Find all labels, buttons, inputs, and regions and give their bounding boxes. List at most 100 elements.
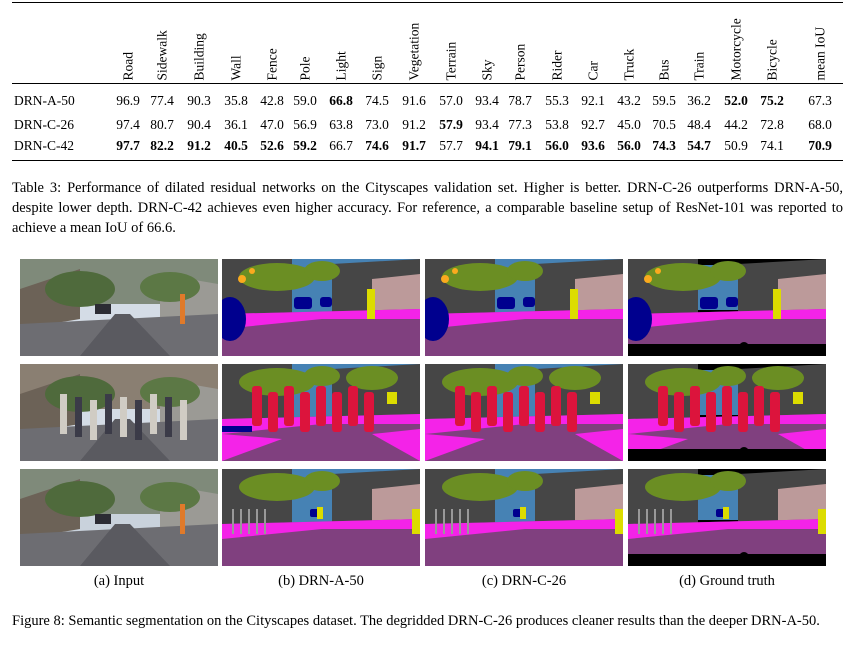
subcaption-ground-truth: (d) Ground truth xyxy=(679,573,775,589)
column-header: Road xyxy=(117,0,139,81)
column-header-label: Person xyxy=(512,43,528,80)
table-cell: 72.8 xyxy=(760,117,784,132)
table-cell: 96.9 xyxy=(116,93,140,108)
column-header-label: Sky xyxy=(479,58,495,80)
column-header: Bus xyxy=(653,0,675,80)
table-cell: 91.6 xyxy=(402,93,426,108)
column-header: Building xyxy=(188,0,210,80)
table-cell: 52.6 xyxy=(260,138,284,153)
table-cell: 36.1 xyxy=(224,117,248,132)
column-header-label: Fence xyxy=(264,47,280,80)
row-label: DRN-A-50 xyxy=(14,93,75,108)
table-cell: 56.9 xyxy=(293,117,317,132)
table-cell: 57.0 xyxy=(439,93,463,108)
drn-c-26-result-graphic xyxy=(425,469,623,566)
table-cell: 59.0 xyxy=(293,93,317,108)
ground-truth-image-graphic xyxy=(628,364,826,461)
table-cell: 35.8 xyxy=(224,93,248,108)
table-cell: 53.8 xyxy=(545,117,569,132)
column-header-label: Light xyxy=(333,50,349,80)
row-label: DRN-C-26 xyxy=(14,117,74,132)
ground-truth-image-graphic xyxy=(628,259,826,356)
column-header: Terrain xyxy=(440,0,462,80)
table-cell: 59.5 xyxy=(652,93,676,108)
column-header-label: Building xyxy=(191,32,207,80)
table-cell: 97.4 xyxy=(116,117,140,132)
table-cell: 75.2 xyxy=(760,93,784,108)
table-cell: 40.5 xyxy=(224,138,248,153)
drn-a-50-result xyxy=(222,469,420,566)
drn-a-50-result xyxy=(222,259,420,356)
table-caption: Table 3: Performance of dilated residual… xyxy=(12,180,843,236)
ground-truth-image xyxy=(628,469,826,566)
subcaption-input: (a) Input xyxy=(93,573,145,589)
drn-a-50-result xyxy=(222,364,420,461)
table-cell: 78.7 xyxy=(508,93,532,108)
column-header-label: Rider xyxy=(549,50,565,80)
table-cell: 70.5 xyxy=(652,117,676,132)
column-header: Truck xyxy=(618,0,640,80)
table-mid-rule xyxy=(12,83,843,84)
table-cell: 93.4 xyxy=(475,117,499,132)
table-cell: 93.4 xyxy=(475,93,499,108)
subcaption-drn-a-50: (b) DRN-A-50 xyxy=(278,573,364,589)
table-cell: 63.8 xyxy=(329,117,353,132)
drn-a-50-result-graphic xyxy=(222,469,420,566)
table-cell: 50.9 xyxy=(724,138,748,153)
table-cell: 52.0 xyxy=(724,93,748,108)
figure-caption: Figure 8: Semantic segmentation on the C… xyxy=(12,613,820,629)
input-image-graphic xyxy=(20,259,218,356)
column-header-label: Pole xyxy=(297,55,313,80)
column-header-label: Sidewalk xyxy=(154,29,170,80)
table-cell: 66.7 xyxy=(329,138,353,153)
table-cell: 43.2 xyxy=(617,93,641,108)
table-cell: 79.1 xyxy=(508,138,532,153)
table-bottom-rule xyxy=(12,160,843,161)
table-cell: 77.3 xyxy=(508,117,532,132)
column-header-label: Bus xyxy=(656,58,672,80)
table-cell: 91.2 xyxy=(187,138,211,153)
column-header: Car xyxy=(582,0,604,81)
table-cell: 44.2 xyxy=(724,117,748,132)
table-cell: 74.3 xyxy=(652,138,676,153)
table-cell: 92.1 xyxy=(581,93,605,108)
table-cell: 56.0 xyxy=(617,138,641,153)
column-header-label: Truck xyxy=(621,48,637,80)
table-cell: 45.0 xyxy=(617,117,641,132)
subcaption-drn-c-26: (c) DRN-C-26 xyxy=(481,573,567,589)
column-header: Sidewalk xyxy=(151,0,173,80)
column-header-label: Car xyxy=(585,60,601,81)
table-cell: 70.9 xyxy=(808,138,832,153)
row-label: DRN-C-42 xyxy=(14,138,74,153)
drn-c-26-result xyxy=(425,259,623,356)
ground-truth-image xyxy=(628,259,826,356)
column-header: Sign xyxy=(366,0,388,80)
column-header: Motorcycle xyxy=(725,0,747,80)
table-cell: 54.7 xyxy=(687,138,711,153)
column-header: Pole xyxy=(294,0,316,80)
column-header: Vegetation xyxy=(403,0,425,80)
table-cell: 80.7 xyxy=(150,117,174,132)
column-header-label: Train xyxy=(691,51,707,80)
drn-c-26-result-graphic xyxy=(425,364,623,461)
column-header-label: Terrain xyxy=(443,41,459,80)
table-cell: 48.4 xyxy=(687,117,711,132)
table-cell: 73.0 xyxy=(365,117,389,132)
input-image-graphic xyxy=(20,469,218,566)
input-image xyxy=(20,364,218,461)
table-cell: 66.8 xyxy=(329,93,353,108)
table-cell: 94.1 xyxy=(475,138,499,153)
input-image-graphic xyxy=(20,364,218,461)
table-cell: 91.2 xyxy=(402,117,426,132)
column-header: Train xyxy=(688,0,710,80)
ground-truth-image xyxy=(628,364,826,461)
table-cell: 55.3 xyxy=(545,93,569,108)
drn-a-50-result-graphic xyxy=(222,259,420,356)
table-cell: 56.0 xyxy=(545,138,569,153)
table-cell: 57.9 xyxy=(439,117,463,132)
results-table: Road Sidewalk Building Wall Fence Pole Light Si… xyxy=(0,0,855,170)
column-header: Sky xyxy=(476,0,498,80)
column-header-label: Vegetation xyxy=(406,22,422,80)
drn-a-50-result-graphic xyxy=(222,364,420,461)
ground-truth-image-graphic xyxy=(628,469,826,566)
